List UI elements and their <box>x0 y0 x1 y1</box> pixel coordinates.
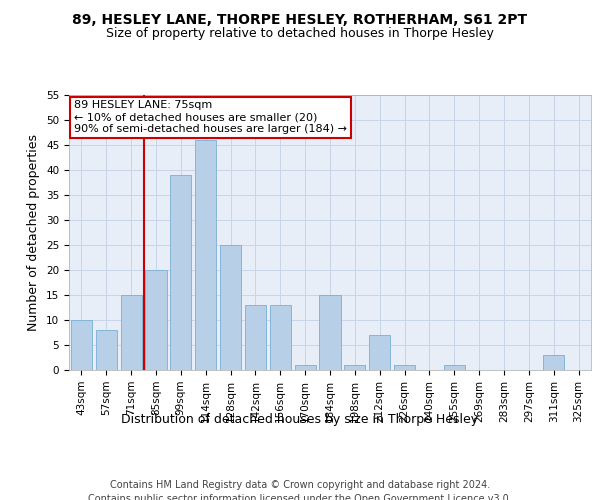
Bar <box>369 335 390 370</box>
Bar <box>121 295 142 370</box>
Bar <box>170 175 191 370</box>
Bar <box>96 330 117 370</box>
Bar <box>145 270 167 370</box>
Bar <box>245 305 266 370</box>
Text: Distribution of detached houses by size in Thorpe Hesley: Distribution of detached houses by size … <box>121 412 479 426</box>
Bar <box>71 320 92 370</box>
Bar <box>543 355 564 370</box>
Bar <box>344 365 365 370</box>
Text: 89, HESLEY LANE, THORPE HESLEY, ROTHERHAM, S61 2PT: 89, HESLEY LANE, THORPE HESLEY, ROTHERHA… <box>73 12 527 26</box>
Bar <box>394 365 415 370</box>
Text: Size of property relative to detached houses in Thorpe Hesley: Size of property relative to detached ho… <box>106 28 494 40</box>
Text: Contains HM Land Registry data © Crown copyright and database right 2024.
Contai: Contains HM Land Registry data © Crown c… <box>88 480 512 500</box>
Text: 89 HESLEY LANE: 75sqm
← 10% of detached houses are smaller (20)
90% of semi-deta: 89 HESLEY LANE: 75sqm ← 10% of detached … <box>74 100 347 134</box>
Y-axis label: Number of detached properties: Number of detached properties <box>28 134 40 331</box>
Bar <box>319 295 341 370</box>
Bar <box>195 140 216 370</box>
Bar <box>295 365 316 370</box>
Bar <box>444 365 465 370</box>
Bar <box>220 245 241 370</box>
Bar <box>270 305 291 370</box>
